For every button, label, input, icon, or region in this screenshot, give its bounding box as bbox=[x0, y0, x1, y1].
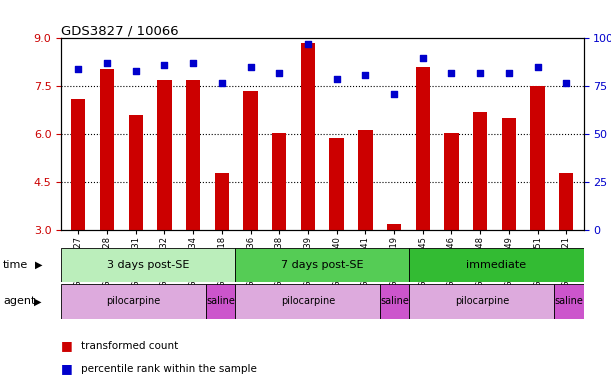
Bar bbox=[473, 112, 488, 230]
Text: ▶: ▶ bbox=[34, 296, 41, 306]
Point bbox=[73, 66, 83, 72]
Point bbox=[504, 70, 514, 76]
Bar bbox=[61, 284, 206, 319]
Bar bbox=[186, 80, 200, 230]
Text: saline: saline bbox=[381, 296, 409, 306]
Bar bbox=[444, 133, 459, 230]
Point bbox=[562, 79, 571, 86]
Bar bbox=[157, 80, 172, 230]
Bar bbox=[214, 173, 229, 230]
Bar bbox=[387, 224, 401, 230]
Bar bbox=[559, 173, 574, 230]
Bar bbox=[555, 284, 584, 319]
Point bbox=[389, 91, 399, 97]
Point bbox=[246, 64, 255, 70]
Bar bbox=[502, 118, 516, 230]
Text: pilocarpine: pilocarpine bbox=[280, 296, 335, 306]
Bar bbox=[61, 248, 235, 282]
Text: 3 days post-SE: 3 days post-SE bbox=[107, 260, 189, 270]
Bar bbox=[272, 133, 287, 230]
Point bbox=[188, 60, 198, 66]
Text: transformed count: transformed count bbox=[81, 341, 178, 351]
Point bbox=[447, 70, 456, 76]
Bar bbox=[71, 99, 86, 230]
Text: GDS3827 / 10066: GDS3827 / 10066 bbox=[61, 25, 179, 38]
Point bbox=[418, 55, 428, 61]
Point bbox=[360, 72, 370, 78]
Text: agent: agent bbox=[3, 296, 35, 306]
Point bbox=[274, 70, 284, 76]
Text: time: time bbox=[3, 260, 28, 270]
Text: pilocarpine: pilocarpine bbox=[106, 296, 161, 306]
Bar bbox=[235, 248, 409, 282]
Text: percentile rank within the sample: percentile rank within the sample bbox=[81, 364, 257, 374]
Bar bbox=[530, 86, 545, 230]
Bar bbox=[415, 67, 430, 230]
Point bbox=[475, 70, 485, 76]
Bar bbox=[235, 284, 380, 319]
Point bbox=[159, 62, 169, 68]
Bar bbox=[128, 115, 143, 230]
Bar bbox=[100, 69, 114, 230]
Bar bbox=[409, 248, 584, 282]
Text: ▶: ▶ bbox=[35, 260, 43, 270]
Text: saline: saline bbox=[207, 296, 235, 306]
Text: saline: saline bbox=[555, 296, 584, 306]
Point bbox=[303, 41, 313, 47]
Bar bbox=[380, 284, 409, 319]
Point bbox=[332, 76, 342, 82]
Bar bbox=[243, 91, 258, 230]
Text: pilocarpine: pilocarpine bbox=[455, 296, 509, 306]
Point bbox=[131, 68, 141, 74]
Bar bbox=[206, 284, 235, 319]
Text: immediate: immediate bbox=[466, 260, 527, 270]
Point bbox=[217, 79, 227, 86]
Bar bbox=[409, 284, 555, 319]
Text: ■: ■ bbox=[61, 339, 73, 352]
Bar bbox=[301, 43, 315, 230]
Point bbox=[102, 60, 112, 66]
Bar bbox=[358, 129, 373, 230]
Point bbox=[533, 64, 543, 70]
Text: 7 days post-SE: 7 days post-SE bbox=[281, 260, 364, 270]
Text: ■: ■ bbox=[61, 362, 73, 375]
Bar bbox=[329, 137, 344, 230]
